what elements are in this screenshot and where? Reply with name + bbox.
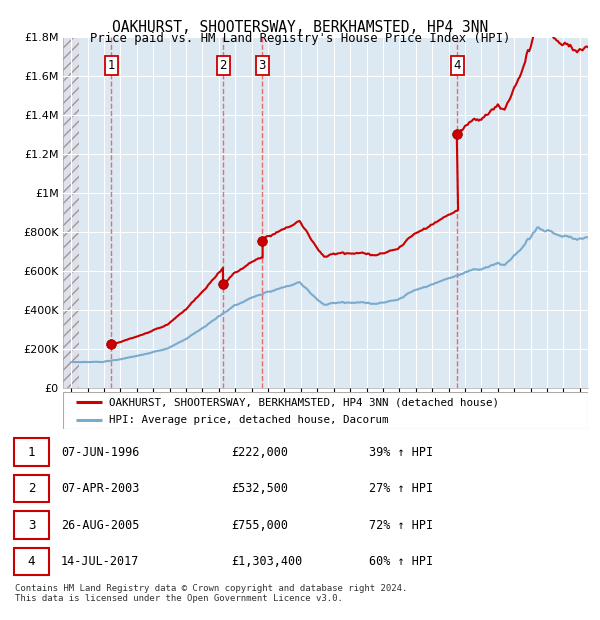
Text: 72% ↑ HPI: 72% ↑ HPI — [369, 518, 433, 531]
Text: £755,000: £755,000 — [231, 518, 288, 531]
Text: £222,000: £222,000 — [231, 446, 288, 459]
Bar — [63, 37, 79, 387]
Text: 26-AUG-2005: 26-AUG-2005 — [61, 518, 139, 531]
Text: 1: 1 — [28, 446, 35, 459]
Text: £1,303,400: £1,303,400 — [231, 555, 302, 568]
Text: 07-JUN-1996: 07-JUN-1996 — [61, 446, 139, 459]
Text: 2: 2 — [220, 60, 227, 73]
Text: 60% ↑ HPI: 60% ↑ HPI — [369, 555, 433, 568]
Text: Contains HM Land Registry data © Crown copyright and database right 2024.
This d: Contains HM Land Registry data © Crown c… — [15, 584, 407, 603]
Text: Price paid vs. HM Land Registry's House Price Index (HPI): Price paid vs. HM Land Registry's House … — [90, 32, 510, 45]
Text: 3: 3 — [259, 60, 266, 73]
FancyBboxPatch shape — [14, 512, 49, 539]
FancyBboxPatch shape — [63, 392, 588, 429]
Text: OAKHURST, SHOOTERSWAY, BERKHAMSTED, HP4 3NN (detached house): OAKHURST, SHOOTERSWAY, BERKHAMSTED, HP4 … — [109, 397, 499, 407]
Text: 4: 4 — [28, 555, 35, 568]
FancyBboxPatch shape — [14, 547, 49, 575]
Text: 4: 4 — [454, 60, 461, 73]
Text: 14-JUL-2017: 14-JUL-2017 — [61, 555, 139, 568]
Text: 1: 1 — [107, 60, 115, 73]
Text: HPI: Average price, detached house, Dacorum: HPI: Average price, detached house, Daco… — [109, 415, 389, 425]
Text: 39% ↑ HPI: 39% ↑ HPI — [369, 446, 433, 459]
Text: 3: 3 — [28, 518, 35, 531]
Text: 27% ↑ HPI: 27% ↑ HPI — [369, 482, 433, 495]
FancyBboxPatch shape — [14, 475, 49, 502]
Text: £532,500: £532,500 — [231, 482, 288, 495]
FancyBboxPatch shape — [14, 438, 49, 466]
Text: OAKHURST, SHOOTERSWAY, BERKHAMSTED, HP4 3NN: OAKHURST, SHOOTERSWAY, BERKHAMSTED, HP4 … — [112, 20, 488, 35]
Text: 2: 2 — [28, 482, 35, 495]
Text: 07-APR-2003: 07-APR-2003 — [61, 482, 139, 495]
